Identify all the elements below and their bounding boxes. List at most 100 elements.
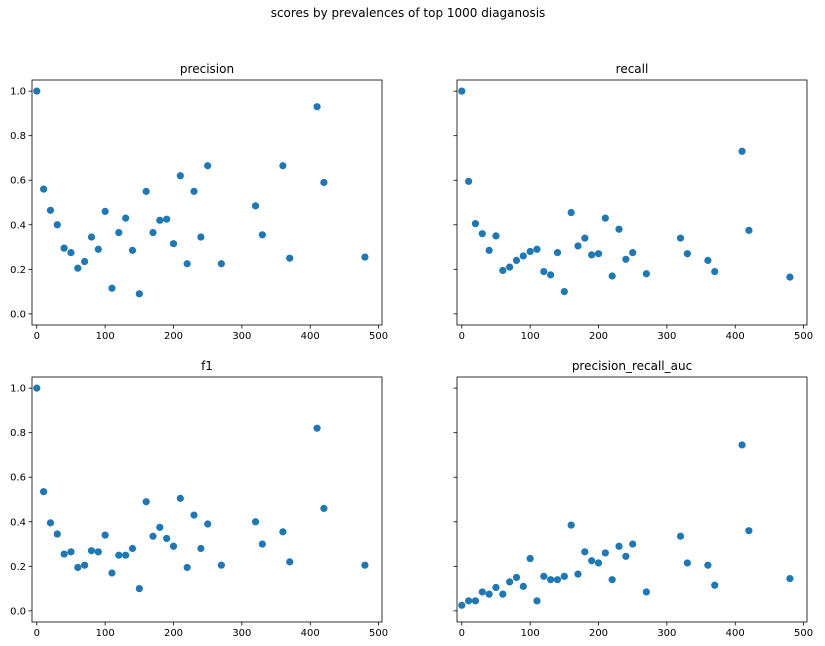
data-point xyxy=(33,384,41,392)
data-point xyxy=(53,530,61,538)
data-point xyxy=(560,287,568,296)
plot-area xyxy=(31,376,383,623)
data-point xyxy=(313,424,321,432)
x-tick-label: 500 xyxy=(369,331,388,342)
x-tick-label: 300 xyxy=(657,628,676,639)
data-point xyxy=(642,588,650,596)
data-point xyxy=(251,518,260,526)
data-point xyxy=(94,245,102,253)
data-point xyxy=(258,231,266,239)
data-point xyxy=(115,551,123,559)
x-tick-label: 200 xyxy=(589,331,608,342)
data-point xyxy=(361,253,369,261)
data-point xyxy=(74,563,82,572)
data-point xyxy=(478,230,486,238)
x-tick-label: 100 xyxy=(96,331,115,342)
data-point xyxy=(156,216,164,224)
x-tick-label: 300 xyxy=(232,628,251,639)
plot-area xyxy=(456,79,808,326)
data-point xyxy=(478,588,486,596)
data-point xyxy=(506,578,514,586)
data-point xyxy=(128,246,137,254)
y-tick-label: 0.2 xyxy=(10,562,26,573)
data-point xyxy=(567,208,575,217)
data-point xyxy=(465,177,473,185)
data-point xyxy=(279,162,287,170)
data-point xyxy=(46,206,55,214)
data-point xyxy=(786,574,794,583)
data-point xyxy=(738,147,746,155)
x-tick-label: 200 xyxy=(164,628,183,639)
data-point xyxy=(567,521,575,529)
data-point xyxy=(313,103,321,111)
data-point xyxy=(608,576,616,584)
data-point xyxy=(87,233,96,241)
data-point xyxy=(286,254,294,262)
scatter-series xyxy=(458,441,794,609)
y-tick-label: 0.8 xyxy=(10,131,26,142)
data-point xyxy=(519,582,527,590)
data-point xyxy=(101,207,109,216)
y-tick-label: 0.0 xyxy=(10,606,26,617)
x-tick-label: 500 xyxy=(369,628,388,639)
data-point xyxy=(458,87,466,95)
data-point xyxy=(519,252,527,260)
data-point xyxy=(485,590,493,598)
data-point xyxy=(122,214,130,222)
data-point xyxy=(142,498,150,506)
data-point xyxy=(745,527,753,535)
data-point xyxy=(738,441,746,449)
data-point xyxy=(53,221,61,229)
data-point xyxy=(46,519,55,527)
data-point xyxy=(204,162,212,170)
data-point xyxy=(67,548,75,556)
data-point xyxy=(608,272,616,280)
data-point xyxy=(60,244,68,252)
plot-area xyxy=(31,79,383,326)
data-point xyxy=(574,570,582,578)
x-tick-label: 400 xyxy=(726,331,745,342)
subplot-title: f1 xyxy=(201,359,213,373)
data-point xyxy=(499,266,507,275)
scatter-series xyxy=(458,87,794,296)
data-point xyxy=(122,551,130,559)
data-point xyxy=(190,187,198,195)
data-point xyxy=(547,576,555,584)
y-tick-label: 1.0 xyxy=(10,87,26,98)
y-tick-label: 0.6 xyxy=(10,473,26,484)
data-point xyxy=(135,290,143,298)
data-point xyxy=(786,273,794,281)
data-point xyxy=(622,552,630,560)
data-point xyxy=(588,557,596,565)
data-point xyxy=(704,256,712,265)
data-point xyxy=(581,548,589,556)
data-point xyxy=(676,234,685,242)
data-point xyxy=(74,264,82,272)
subplot-precision-recall-auc: precision_recall_auc 0 100 200 300 400 500 xyxy=(453,359,813,639)
data-point xyxy=(286,558,294,566)
data-point xyxy=(183,563,191,572)
plot-area xyxy=(456,376,808,623)
x-tick-label: 100 xyxy=(521,331,540,342)
data-point xyxy=(465,597,473,605)
subplot-title: recall xyxy=(616,62,649,76)
x-tick-label: 400 xyxy=(301,331,320,342)
data-point xyxy=(512,573,521,582)
data-point xyxy=(499,590,507,598)
subplot-title: precision xyxy=(180,62,234,76)
x-tick-label: 500 xyxy=(794,628,813,639)
data-point xyxy=(108,569,116,577)
x-tick-label: 400 xyxy=(726,628,745,639)
data-point xyxy=(251,202,260,210)
data-point xyxy=(506,263,514,271)
data-point xyxy=(149,228,157,237)
y-tick-label: 0.0 xyxy=(10,309,26,320)
x-tick-label: 100 xyxy=(96,628,115,639)
data-point xyxy=(581,234,589,242)
x-tick-label: 500 xyxy=(794,331,813,342)
y-tick-label: 0.4 xyxy=(10,517,26,528)
data-point xyxy=(204,520,212,528)
data-point xyxy=(711,267,719,276)
x-tick-label: 0 xyxy=(34,628,40,639)
subplot-title: precision_recall_auc xyxy=(572,359,692,373)
